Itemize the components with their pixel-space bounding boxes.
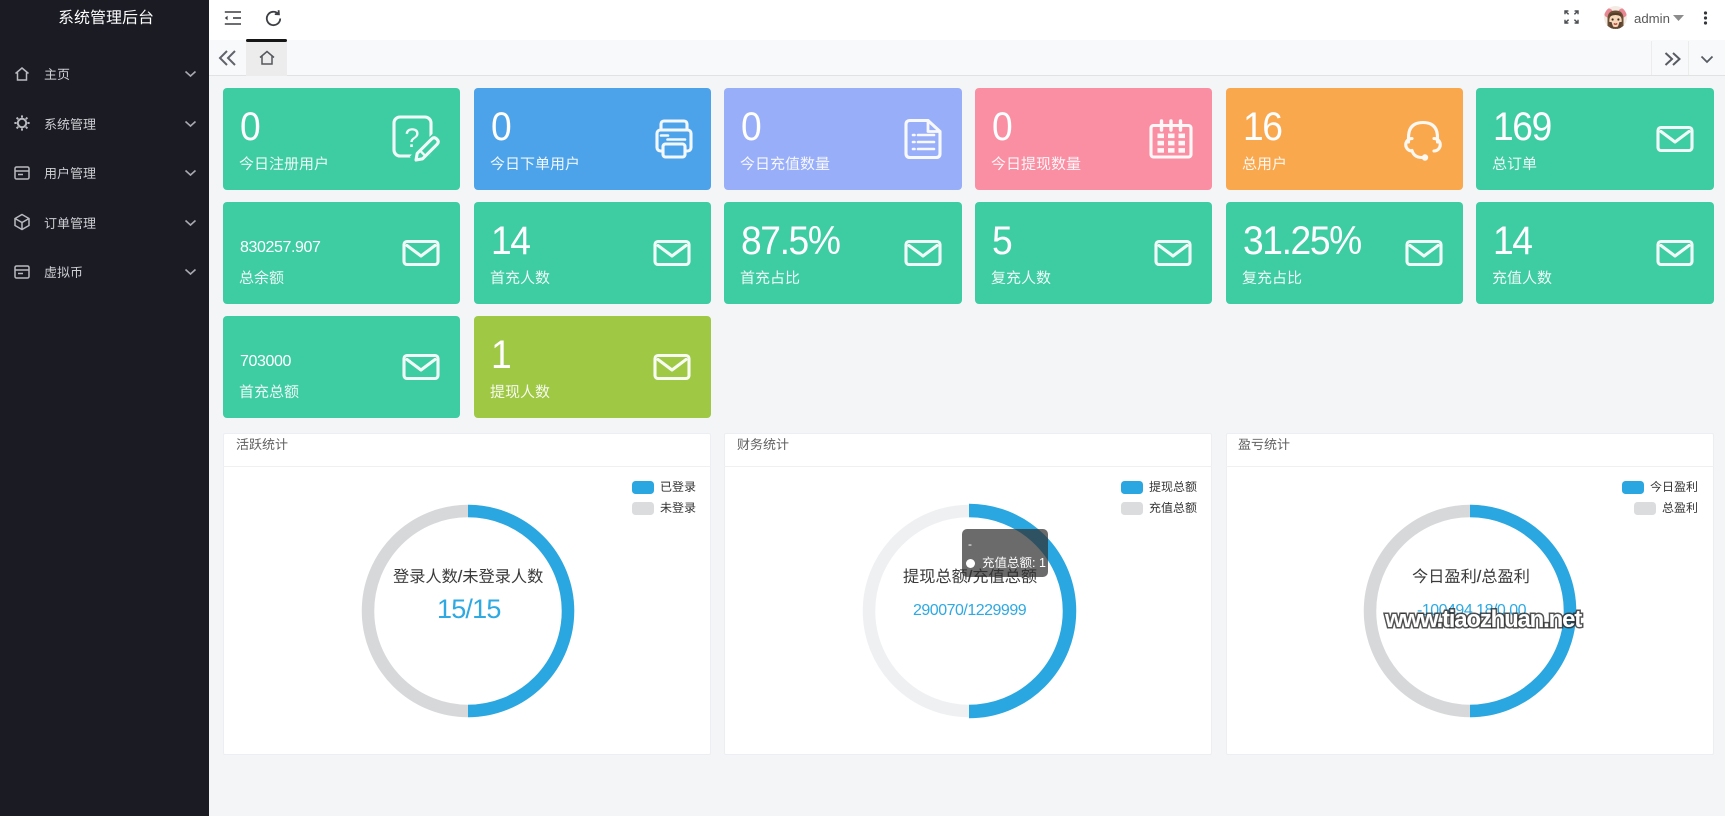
svg-text:/: /: [458, 568, 463, 586]
svg-text:?: ?: [405, 123, 420, 153]
svg-text:-100494.18/0.00: -100494.18/0.00: [1417, 602, 1527, 619]
svg-text:290070/1229999: 290070/1229999: [913, 602, 1027, 619]
svg-text:/: /: [1477, 568, 1482, 586]
svg-text:15/15: 15/15: [437, 594, 501, 624]
svg-text:: 1: : 1: [1032, 556, 1046, 570]
svg-text:/: /: [967, 568, 972, 586]
